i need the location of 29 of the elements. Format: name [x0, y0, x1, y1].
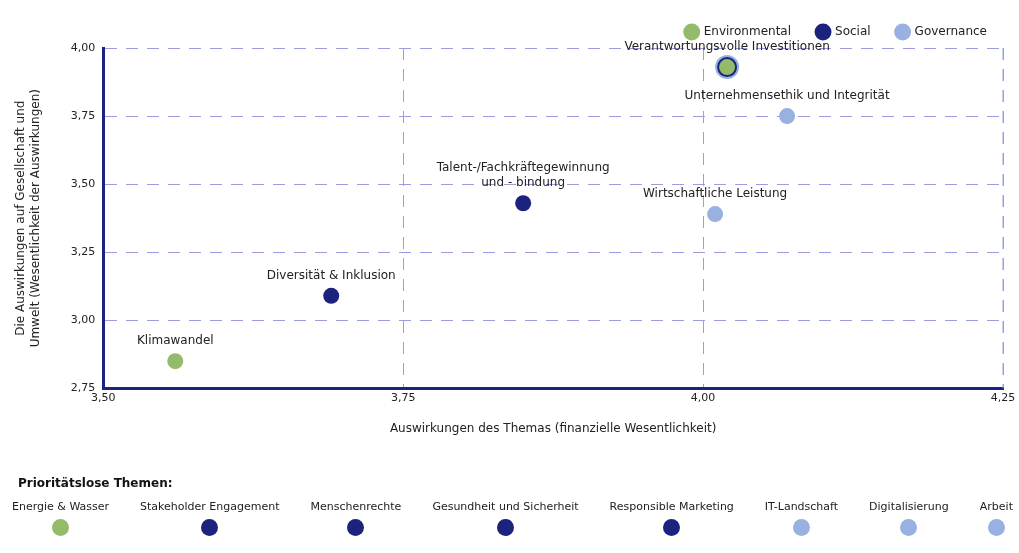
annotation: Diversität & Inklusion	[266, 267, 396, 282]
text: Prioritätslose Themen:	[18, 476, 173, 490]
x-tick-label: 3,75	[390, 390, 416, 404]
x-axis-title: Auswirkungen des Themas (finanzielle Wesentlichkeit)	[389, 420, 717, 435]
category-label: Stakeholder Engagement	[140, 500, 280, 515]
legend-label: Governance	[914, 24, 988, 39]
category-label: Responsible Marketing	[609, 500, 734, 515]
legend-label: Environmental	[703, 24, 792, 39]
category-label: Menschenrechte	[310, 500, 402, 515]
y-tick-label: 3,25	[70, 245, 96, 259]
legend-label: Social	[835, 24, 871, 39]
y-tick-label: 4,00	[70, 40, 96, 54]
y-tick-label: 3,50	[70, 177, 96, 191]
category-label: IT-Landschaft	[764, 500, 839, 515]
x-tick-label: 4,25	[990, 390, 1016, 404]
y-tick-label: 3,75	[70, 108, 96, 122]
x-tick-label: 3,50	[91, 390, 116, 404]
y-axis-title: Die Auswirkungen auf Gesellschaft und Umwelt (Wesentlichkeit der Auswirkungen)	[13, 89, 42, 348]
category-label: Gesundheit und Sicherheit	[432, 500, 579, 515]
annotation: Unternehmensethik und Integrität	[684, 88, 890, 103]
category-label: Arbeit	[979, 500, 1013, 515]
annotation: Verantwortungsvolle Investitionen	[624, 39, 830, 54]
annotation: Wirtschaftliche Leistung	[643, 186, 788, 201]
annotation: Talent-/Fachkräftegewinnung und - bindung	[435, 160, 610, 190]
x-tick-label: 4,00	[690, 390, 716, 404]
category-label: Digitalisierung	[869, 500, 949, 515]
annotation: Klimawandel	[136, 333, 214, 348]
category-label: Energie & Wasser	[12, 500, 110, 515]
y-tick-label: 3,00	[70, 313, 96, 327]
